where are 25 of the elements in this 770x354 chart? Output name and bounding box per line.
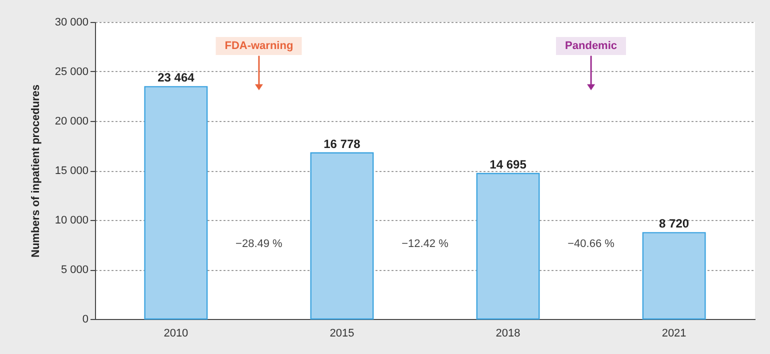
annotation: −12.42 %: [402, 238, 448, 250]
x-tick-label: 2010: [164, 328, 188, 340]
text: 8 720: [659, 216, 690, 231]
bar: [642, 232, 706, 320]
text: 23 464: [158, 70, 194, 85]
text: 14 695: [490, 158, 526, 172]
x-tick-label: 2015: [330, 328, 354, 340]
y-tick-label: 20 000: [54, 116, 88, 128]
y-tick-label: 5 000: [60, 264, 88, 276]
y-tick-label: 30 000: [54, 16, 88, 28]
bar: [476, 172, 540, 320]
x-tick-label: 2018: [496, 328, 520, 340]
annotation: −40.66 %: [568, 238, 614, 250]
bar: [144, 86, 208, 320]
x-tick-label: 2021: [662, 328, 686, 340]
annotation: Pandemic: [556, 36, 626, 55]
annotation: FDA-warning: [216, 36, 302, 55]
y-tick-label: 0: [82, 314, 88, 326]
y-axis-title: Numbers of inpatient procedures: [30, 84, 42, 258]
annotation: −28.49 %: [236, 238, 282, 250]
y-tick-label: 25 000: [54, 66, 88, 78]
text: 16 778: [324, 136, 360, 151]
y-tick-label: 10 000: [54, 214, 88, 226]
bar: [310, 152, 374, 320]
y-tick-label: 15 000: [54, 165, 88, 177]
